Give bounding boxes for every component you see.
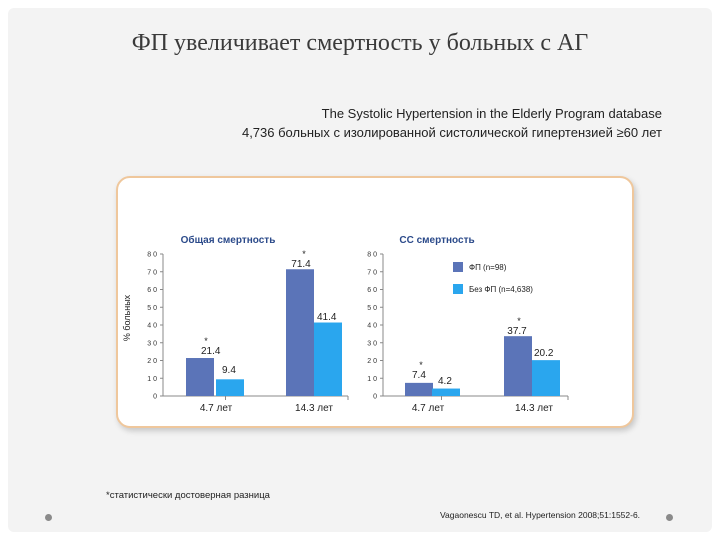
significance-star: * bbox=[204, 336, 208, 346]
citation: Vagaonescu TD, et al. Hypertension 2008;… bbox=[440, 510, 641, 520]
chart-title: СС смертность bbox=[399, 235, 474, 246]
category-label: 4.7 лет bbox=[200, 403, 233, 414]
category-label: 14.3 лет bbox=[295, 403, 333, 414]
y-tick-label: 0 bbox=[153, 394, 157, 401]
bar bbox=[504, 336, 532, 396]
y-tick-label: 2 0 bbox=[367, 358, 377, 365]
bar bbox=[532, 360, 560, 396]
significance-star: * bbox=[302, 249, 306, 259]
bar bbox=[405, 382, 433, 396]
y-tick-label: 7 0 bbox=[367, 269, 377, 276]
data-label: 37.7 bbox=[507, 326, 527, 337]
legend-swatch-no-fp bbox=[453, 284, 463, 294]
bar bbox=[216, 379, 244, 396]
y-tick-label: 8 0 bbox=[147, 252, 157, 259]
data-label: 71.4 bbox=[291, 259, 311, 270]
y-tick-label: 4 0 bbox=[147, 323, 157, 330]
bar bbox=[186, 358, 214, 396]
significance-star: * bbox=[419, 360, 423, 370]
y-tick-label: 6 0 bbox=[147, 287, 157, 294]
category-label: 14.3 лет bbox=[515, 403, 553, 414]
y-tick-label: 8 0 bbox=[367, 252, 377, 259]
data-label: 21.4 bbox=[201, 346, 221, 357]
study-population: 4,736 больных с изолированной систоличес… bbox=[241, 125, 662, 140]
legend-label-fp: ФП (n=98) bbox=[469, 263, 507, 272]
y-tick-label: 6 0 bbox=[367, 287, 377, 294]
significance-star: * bbox=[517, 316, 521, 326]
legend-swatch-fp bbox=[453, 262, 463, 272]
bar bbox=[432, 388, 460, 396]
y-tick-label: 1 0 bbox=[147, 376, 157, 383]
y-tick-label: 7 0 bbox=[147, 269, 157, 276]
bar bbox=[286, 269, 314, 396]
study-name: The Systolic Hypertension in the Elderly… bbox=[321, 106, 662, 121]
bullet-dot-left bbox=[45, 514, 52, 521]
y-axis-label: % больных bbox=[122, 294, 132, 341]
data-label: 20.2 bbox=[534, 348, 554, 359]
y-tick-label: 0 bbox=[373, 394, 377, 401]
y-tick-label: 3 0 bbox=[147, 340, 157, 347]
y-tick-label: 5 0 bbox=[147, 305, 157, 312]
data-label: 4.2 bbox=[438, 376, 452, 387]
y-tick-label: 4 0 bbox=[367, 323, 377, 330]
legend-label-no-fp: Без ФП (n=4,638) bbox=[469, 285, 533, 294]
y-tick-label: 3 0 bbox=[367, 340, 377, 347]
slide-title: ФП увеличивает смертность у больных с АГ bbox=[131, 30, 589, 56]
footnote: *статистически достоверная разница bbox=[106, 490, 270, 501]
y-tick-label: 2 0 bbox=[147, 358, 157, 365]
bar bbox=[314, 322, 342, 396]
bullet-dot-right bbox=[666, 514, 673, 521]
y-tick-label: 1 0 bbox=[367, 376, 377, 383]
data-label: 7.4 bbox=[412, 370, 426, 381]
category-label: 4.7 лет bbox=[412, 403, 445, 414]
chart-title: Общая смертность bbox=[181, 234, 276, 246]
data-label: 9.4 bbox=[222, 365, 236, 376]
y-tick-label: 5 0 bbox=[367, 305, 377, 312]
data-label: 41.4 bbox=[317, 312, 337, 323]
